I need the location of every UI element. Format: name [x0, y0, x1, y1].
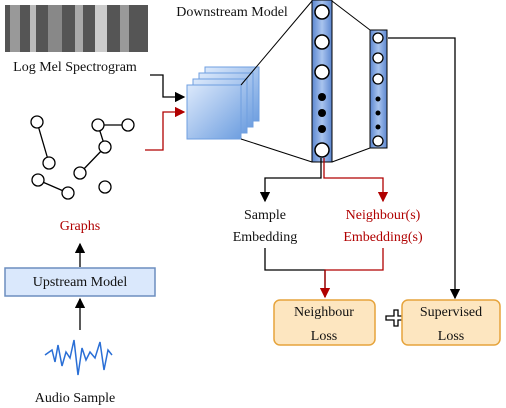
spectrogram-image — [5, 5, 148, 52]
layer-2 — [369, 29, 388, 149]
neighbour-loss: Neighbour — [294, 305, 354, 320]
arrow — [264, 248, 326, 297]
title: Downstream Model — [176, 5, 288, 20]
arrow — [259, 158, 322, 203]
loss-box — [273, 299, 376, 346]
arrow — [319, 248, 384, 299]
connector — [240, 138, 313, 163]
connector — [331, 147, 371, 163]
waveform — [44, 339, 113, 376]
spectrogram-label: Log Mel Spectrogram — [13, 60, 137, 75]
sample-embedding: Sample — [244, 208, 286, 223]
upstream-box — [4, 267, 156, 297]
neighbour-embedding: Embedding(s) — [343, 230, 423, 245]
graph — [30, 115, 135, 200]
conv-stack — [186, 66, 260, 140]
neighbour-embedding: Neighbour(s) — [346, 208, 421, 223]
audio-label: Audio Sample — [35, 391, 116, 406]
arrow — [388, 37, 461, 300]
neighbour-loss: Loss — [311, 329, 337, 344]
connector — [240, 0, 313, 86]
upstream-label: Upstream Model — [33, 275, 128, 290]
graphs-label: Graphs — [60, 219, 100, 234]
arrow — [145, 106, 186, 151]
supervised-loss: Supervised — [420, 305, 482, 320]
arrow — [323, 158, 389, 203]
arrow — [150, 74, 186, 103]
connector — [331, 0, 371, 31]
supervised-loss: Loss — [438, 329, 464, 344]
loss-box — [401, 299, 501, 346]
layer-1 — [311, 0, 333, 163]
sample-embedding: Embedding — [233, 230, 298, 245]
